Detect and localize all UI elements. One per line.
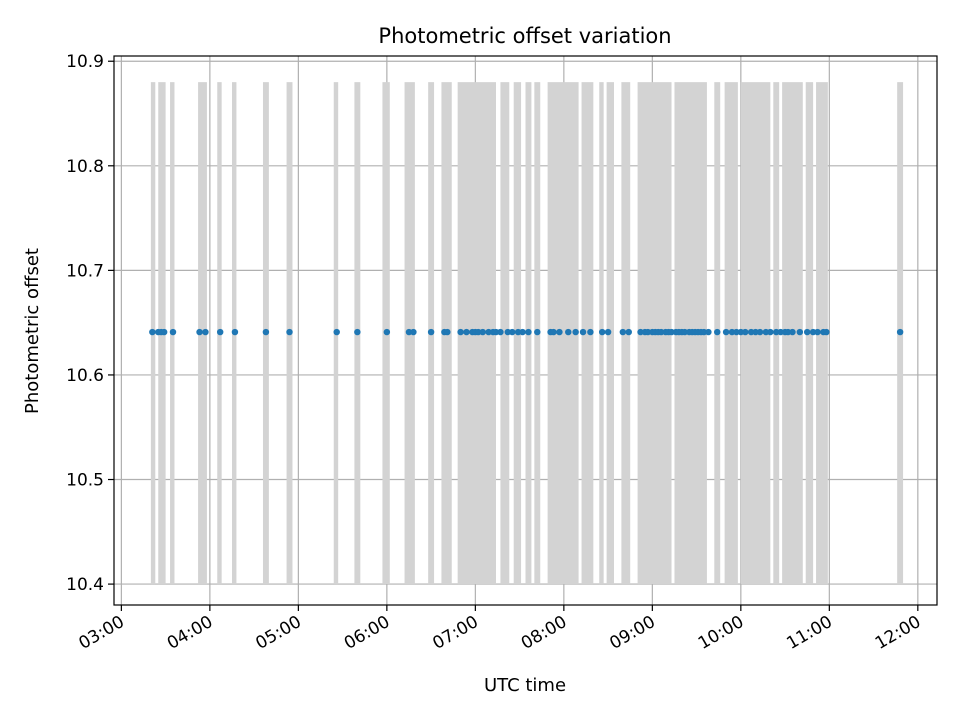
data-point: [668, 328, 675, 336]
y-tick-label: 10.4: [66, 575, 104, 595]
data-point: [333, 328, 340, 336]
data-point: [286, 328, 293, 336]
data-point: [565, 328, 572, 336]
y-tick-label: 10.6: [66, 366, 104, 386]
x-tick-label: 08:00: [518, 612, 570, 654]
x-tick-label: 04:00: [164, 612, 216, 654]
y-axis-label: Photometric offset: [22, 248, 43, 414]
data-point: [762, 328, 770, 336]
data-point: [479, 328, 486, 336]
data-point: [509, 328, 516, 336]
data-point: [896, 328, 904, 336]
data-point: [814, 328, 821, 336]
data-point: [737, 328, 745, 336]
data-point: [823, 328, 830, 336]
y-tick-label: 10.9: [66, 52, 104, 72]
data-point: [231, 328, 239, 336]
chart-title: Photometric offset variation: [378, 24, 671, 48]
x-tick-label: 11:00: [783, 612, 835, 654]
data-point: [405, 328, 413, 336]
data-point: [514, 328, 522, 336]
data-point: [733, 328, 740, 336]
x-tick-label: 12:00: [872, 612, 924, 654]
data-point: [598, 328, 606, 336]
y-tick-label: 10.8: [66, 157, 104, 177]
data-point: [767, 328, 774, 336]
x-axis-label: UTC time: [484, 675, 566, 696]
data-point: [747, 328, 755, 336]
data-point: [714, 328, 721, 336]
data-point: [789, 328, 796, 336]
data-point: [579, 328, 587, 336]
data-point: [604, 328, 612, 336]
data-point: [657, 328, 665, 336]
x-tick-label: 10:00: [695, 612, 747, 654]
x-tick-label: 07:00: [429, 612, 481, 654]
data-point: [804, 328, 811, 336]
data-point: [644, 328, 652, 336]
data-point: [202, 328, 209, 336]
data-point: [587, 328, 594, 336]
data-point: [556, 328, 563, 336]
plot-frame: [113, 55, 938, 606]
data-point: [427, 328, 435, 336]
data-point: [742, 328, 749, 336]
data-point: [756, 328, 764, 336]
data-point: [504, 328, 512, 336]
data-point: [497, 328, 504, 336]
data-point: [492, 328, 500, 336]
data-point: [457, 328, 464, 336]
data-point: [383, 328, 391, 336]
data-point: [784, 328, 792, 336]
data-point: [550, 328, 557, 336]
data-point: [809, 328, 817, 336]
data-point: [262, 328, 270, 336]
point-layer: [149, 328, 904, 336]
data-point: [410, 328, 417, 336]
data-point: [475, 328, 482, 336]
x-tick-label: 05:00: [252, 612, 304, 654]
data-point: [354, 328, 361, 336]
data-point: [728, 328, 736, 336]
data-point: [534, 328, 541, 336]
data-point: [705, 328, 712, 336]
data-point: [525, 328, 532, 336]
data-point: [519, 328, 526, 336]
data-point: [681, 328, 688, 336]
data-point: [485, 328, 492, 336]
data-point: [700, 328, 708, 336]
data-point: [463, 328, 470, 336]
data-point: [572, 328, 579, 336]
x-tick-label: 03:00: [75, 612, 127, 654]
data-point: [796, 328, 804, 336]
data-point: [444, 328, 451, 336]
data-point: [752, 328, 759, 336]
data-point: [722, 328, 730, 336]
x-tick-label: 06:00: [341, 612, 393, 654]
data-point: [169, 328, 177, 336]
data-point: [637, 328, 644, 336]
data-point: [149, 328, 156, 336]
data-point: [160, 328, 168, 336]
data-point: [625, 328, 632, 336]
data-point: [773, 328, 780, 336]
x-tick-label: 09:00: [606, 612, 658, 654]
data-point: [196, 328, 203, 336]
y-tick-label: 10.7: [66, 261, 104, 281]
data-point: [777, 328, 784, 336]
data-point: [216, 328, 224, 336]
data-point: [619, 328, 627, 336]
y-tick-label: 10.5: [66, 471, 104, 491]
